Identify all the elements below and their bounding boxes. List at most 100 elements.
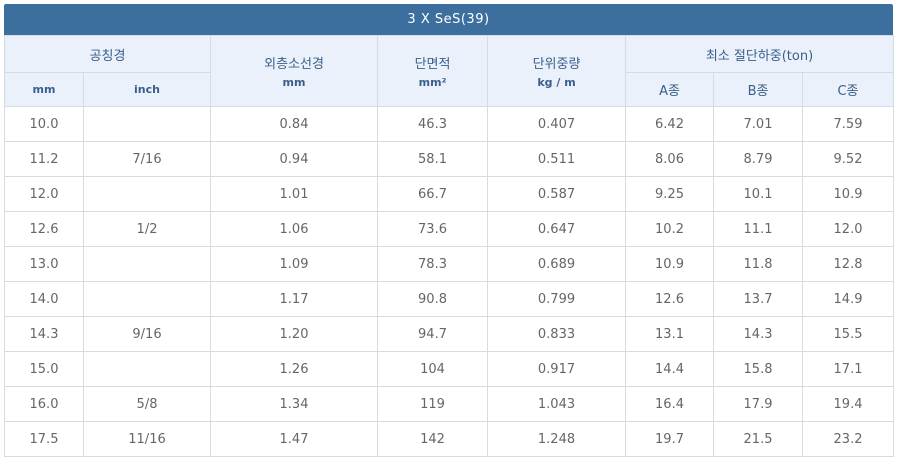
cell-outer-strand: 0.84 [210,106,379,142]
cell-cross-section: 104 [377,351,489,387]
table-row: 14.0 1.17 90.8 0.799 12.6 13.7 14.9 [4,281,895,317]
cell-inch [82,176,212,212]
header-grade-c: C종 [802,72,895,107]
cell-grade-a: 10.2 [625,211,715,247]
cell-inch [82,106,212,142]
cell-grade-b: 21.5 [713,421,804,457]
cell-grade-a: 8.06 [625,141,715,177]
cell-grade-c: 15.5 [802,316,895,352]
cell-mm: 13.0 [4,246,84,282]
header-unit-weight-unit: kg / m [537,76,576,89]
cell-unit-weight: 0.587 [487,176,627,212]
cell-grade-c: 12.0 [802,211,895,247]
table-row: 14.3 9/16 1.20 94.7 0.833 13.1 14.3 15.5 [4,316,895,352]
cell-grade-b: 13.7 [713,281,804,317]
header-outer-strand-unit: mm [282,76,306,89]
cell-cross-section: 119 [377,386,489,422]
cell-grade-c: 9.52 [802,141,895,177]
spec-table-container: 3 X SeS(39) 공칭경 외층소선경 mm 단면적 mm² 단위중량 kg… [3,4,895,457]
cell-grade-c: 10.9 [802,176,895,212]
header-grade-b: B종 [713,72,804,107]
cell-grade-a: 16.4 [625,386,715,422]
cell-outer-strand: 1.20 [210,316,379,352]
cell-grade-a: 6.42 [625,106,715,142]
table-row: 12.6 1/2 1.06 73.6 0.647 10.2 11.1 12.0 [4,211,895,247]
cell-outer-strand: 0.94 [210,141,379,177]
cell-mm: 14.3 [4,316,84,352]
header-cross-section-unit: mm² [418,76,447,89]
cell-mm: 16.0 [4,386,84,422]
header-unit-weight-label: 단위중량 [532,57,581,72]
cell-grade-b: 11.8 [713,246,804,282]
cell-outer-strand: 1.09 [210,246,379,282]
cell-grade-a: 9.25 [625,176,715,212]
cell-grade-a: 12.6 [625,281,715,317]
cell-mm: 15.0 [4,351,84,387]
cell-grade-a: 19.7 [625,421,715,457]
cell-unit-weight: 1.248 [487,421,627,457]
cell-grade-a: 13.1 [625,316,715,352]
cell-mm: 12.0 [4,176,84,212]
cell-outer-strand: 1.01 [210,176,379,212]
header-outer-strand-diameter: 외층소선경 mm [210,35,379,107]
wire-rope-spec-table: 공칭경 외층소선경 mm 단면적 mm² 단위중량 kg / m 최소 절단하중… [3,35,895,457]
cell-grade-c: 19.4 [802,386,895,422]
cell-grade-c: 23.2 [802,421,895,457]
table-body: 10.0 0.84 46.3 0.407 6.42 7.01 7.59 11.2… [4,106,895,457]
cell-outer-strand: 1.34 [210,386,379,422]
cell-unit-weight: 0.511 [487,141,627,177]
cell-inch [82,351,212,387]
table-row: 12.0 1.01 66.7 0.587 9.25 10.1 10.9 [4,176,895,212]
cell-inch [82,246,212,282]
header-cross-section: 단면적 mm² [377,35,489,107]
cell-inch: 9/16 [82,316,212,352]
cell-cross-section: 142 [377,421,489,457]
cell-unit-weight: 0.689 [487,246,627,282]
cell-outer-strand: 1.17 [210,281,379,317]
cell-grade-a: 10.9 [625,246,715,282]
cell-grade-b: 11.1 [713,211,804,247]
cell-cross-section: 78.3 [377,246,489,282]
cell-grade-b: 10.1 [713,176,804,212]
cell-grade-b: 17.9 [713,386,804,422]
cell-outer-strand: 1.47 [210,421,379,457]
table-row: 13.0 1.09 78.3 0.689 10.9 11.8 12.8 [4,246,895,282]
cell-cross-section: 73.6 [377,211,489,247]
cell-cross-section: 58.1 [377,141,489,177]
cell-mm: 12.6 [4,211,84,247]
cell-grade-a: 14.4 [625,351,715,387]
table-row: 16.0 5/8 1.34 119 1.043 16.4 17.9 19.4 [4,386,895,422]
cell-mm: 10.0 [4,106,84,142]
header-nominal-diameter: 공칭경 [3,35,212,73]
cell-cross-section: 66.7 [377,176,489,212]
cell-inch: 7/16 [82,141,212,177]
cell-grade-c: 17.1 [802,351,895,387]
cell-outer-strand: 1.06 [210,211,379,247]
cell-inch: 5/8 [82,386,212,422]
cell-grade-b: 15.8 [713,351,804,387]
table-row: 17.5 11/16 1.47 142 1.248 19.7 21.5 23.2 [4,421,895,457]
header-min-breaking-load: 최소 절단하중(ton) [625,35,895,73]
header-cross-section-label: 단면적 [414,57,451,72]
cell-mm: 17.5 [4,421,84,457]
cell-cross-section: 46.3 [377,106,489,142]
cell-inch [82,281,212,317]
table-row: 15.0 1.26 104 0.917 14.4 15.8 17.1 [4,351,895,387]
cell-grade-b: 14.3 [713,316,804,352]
cell-unit-weight: 0.647 [487,211,627,247]
cell-grade-c: 12.8 [802,246,895,282]
cell-unit-weight: 1.043 [487,386,627,422]
cell-cross-section: 90.8 [377,281,489,317]
cell-mm: 11.2 [4,141,84,177]
cell-inch: 11/16 [82,421,212,457]
cell-unit-weight: 0.833 [487,316,627,352]
table-row: 10.0 0.84 46.3 0.407 6.42 7.01 7.59 [4,106,895,142]
table-title: 3 X SeS(39) [4,4,893,35]
header-unit-weight: 단위중량 kg / m [487,35,627,107]
cell-unit-weight: 0.799 [487,281,627,317]
cell-unit-weight: 0.917 [487,351,627,387]
header-mm: mm [4,72,84,107]
cell-mm: 14.0 [4,281,84,317]
cell-unit-weight: 0.407 [487,106,627,142]
table-row: 11.2 7/16 0.94 58.1 0.511 8.06 8.79 9.52 [4,141,895,177]
